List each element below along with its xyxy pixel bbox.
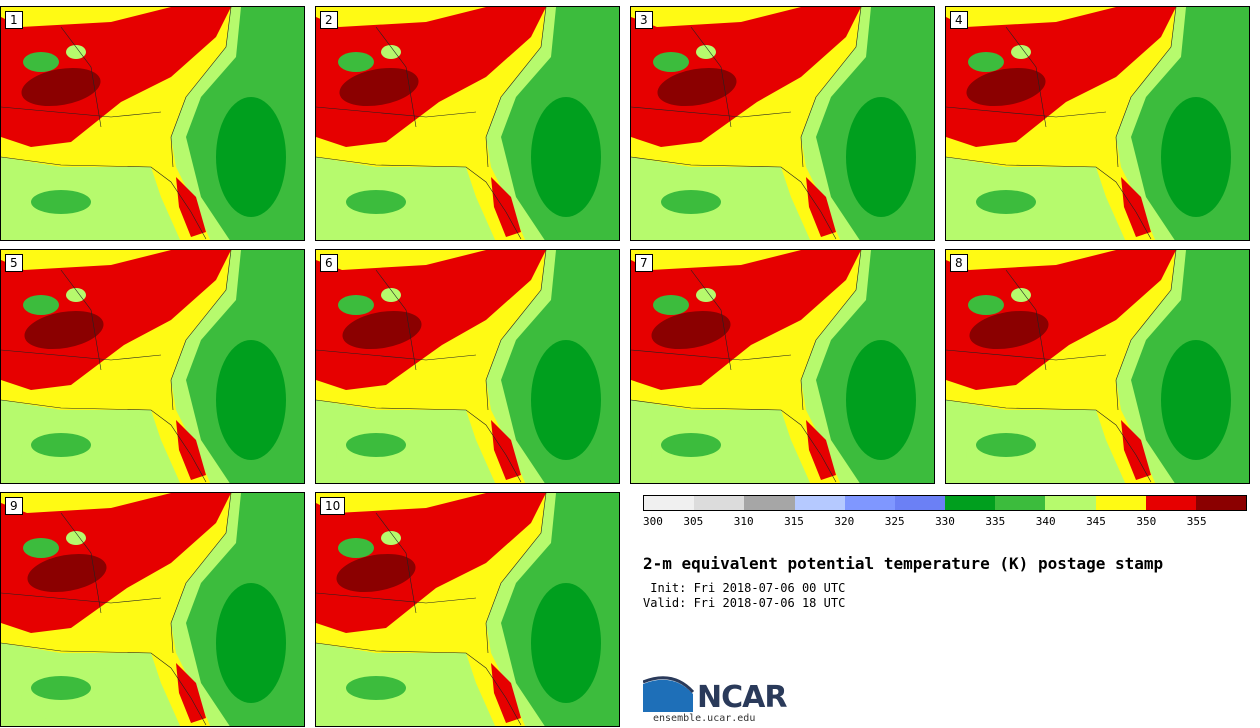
- colorbar-tick-label: 325: [884, 515, 905, 528]
- member-panel: 6: [315, 249, 620, 484]
- member-label: 2: [320, 11, 338, 29]
- valid-time: Valid: Fri 2018-07-06 18 UTC: [643, 596, 846, 610]
- colorbar-segment: [1145, 496, 1196, 510]
- colorbar-segment: [1095, 496, 1146, 510]
- map-field: [946, 7, 1249, 240]
- member-label: 3: [635, 11, 653, 29]
- colorbar-tick-label: 340: [1035, 515, 1056, 528]
- colorbar-tick-label: 330: [935, 515, 955, 528]
- member-panel: 9: [0, 492, 305, 727]
- colorbar-tick-label: 345: [1086, 515, 1106, 528]
- ncar-logo-icon: [643, 676, 695, 712]
- member-panel: 8: [945, 249, 1250, 484]
- colorbar-tick-label: 335: [985, 515, 1006, 528]
- member-panel: 1: [0, 6, 305, 241]
- colorbar-segment: [995, 496, 1046, 510]
- colorbar-tick-label: 355: [1186, 515, 1207, 528]
- member-panel: 4: [945, 6, 1250, 241]
- member-label: 8: [950, 254, 968, 272]
- colorbar-segment: [694, 496, 745, 510]
- colorbar-tick-label: 350: [1136, 515, 1157, 528]
- member-label: 1: [5, 11, 23, 29]
- colorbar-segment: [894, 496, 946, 510]
- colorbar-segment: [744, 496, 795, 510]
- member-label: 9: [5, 497, 23, 515]
- colorbar-segment: [1195, 496, 1247, 510]
- colorbar-segment: [794, 496, 845, 510]
- member-panel: 5: [0, 249, 305, 484]
- map-field: [1, 493, 304, 726]
- init-time: Init: Fri 2018-07-06 00 UTC: [643, 581, 846, 595]
- colorbar-tick-label: 310: [733, 515, 754, 528]
- map-field: [1, 250, 304, 483]
- map-field: [316, 7, 619, 240]
- colorbar-tick-label: 320: [834, 515, 855, 528]
- colorbar-segment: [945, 496, 996, 510]
- map-field: [316, 250, 619, 483]
- member-label: 10: [320, 497, 346, 515]
- member-label: 6: [320, 254, 338, 272]
- colorbar-tick-label: 305: [683, 515, 704, 528]
- member-panel: 2: [315, 6, 620, 241]
- member-label: 4: [950, 11, 968, 29]
- colorbar-tick-label: 300: [643, 515, 663, 528]
- site-url[interactable]: ensemble.ucar.edu: [653, 713, 756, 724]
- map-field: [946, 250, 1249, 483]
- member-panel: 7: [630, 249, 935, 484]
- member-label: 7: [635, 254, 653, 272]
- member-label: 5: [5, 254, 23, 272]
- colorbar-ticks: 300 305 310 315 320 325 330 335 340 345 350 355: [643, 515, 1247, 529]
- colorbar-segment: [644, 496, 695, 510]
- map-field: [316, 493, 619, 726]
- member-panel: 3: [630, 6, 935, 241]
- map-field: [631, 7, 934, 240]
- colorbar-segment: [844, 496, 895, 510]
- plot-title: 2-m equivalent potential temperature (K)…: [643, 554, 1164, 573]
- map-field: [631, 250, 934, 483]
- colorbar-segment: [1045, 496, 1096, 510]
- map-field: [1, 7, 304, 240]
- ncar-logo-text: NCAR: [697, 680, 787, 715]
- colorbar: [643, 495, 1247, 511]
- member-panel: 10: [315, 492, 620, 727]
- colorbar-tick-label: 315: [784, 515, 804, 528]
